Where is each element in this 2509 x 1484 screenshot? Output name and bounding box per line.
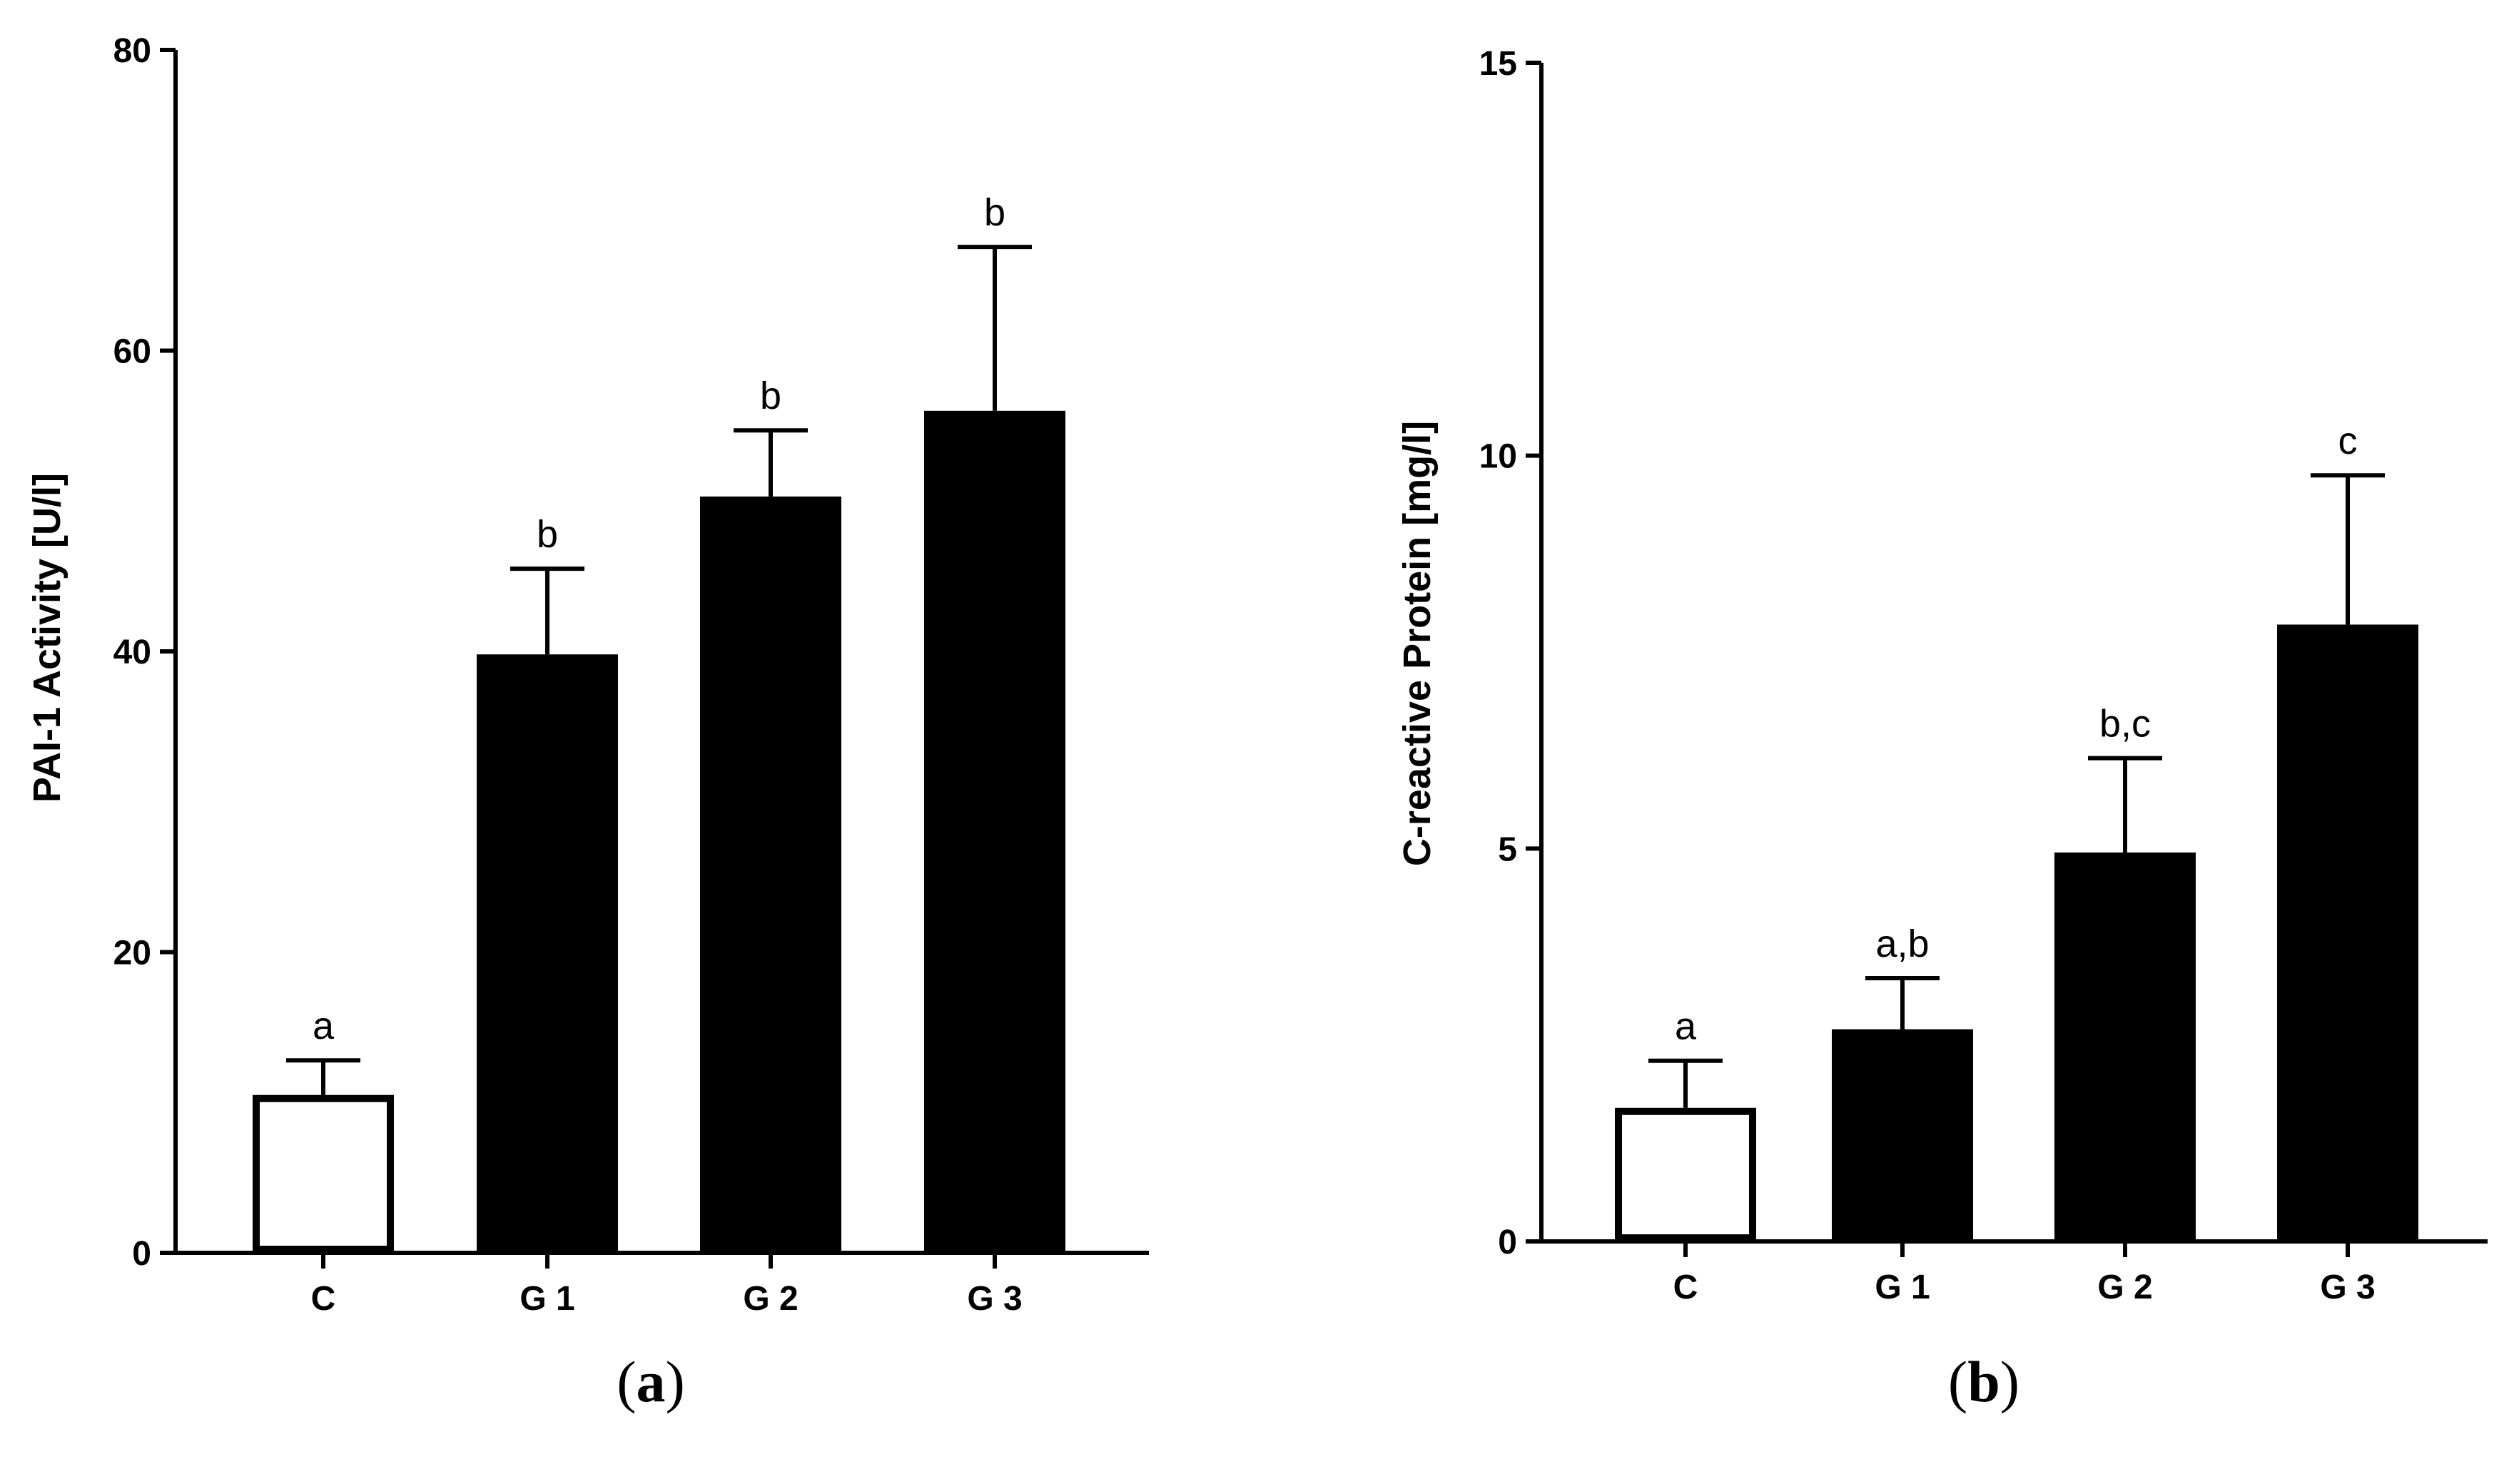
y-axis-title-b: C-reactive Protein [mg/l] — [1396, 421, 1439, 866]
y-tick-label-b-1: 5 — [1498, 830, 1517, 868]
y-tick-label-a-0: 0 — [132, 1235, 151, 1273]
significance-label-a-1: b — [537, 513, 558, 556]
y-axis-title-a: PAI-1 Activity [U/l] — [26, 473, 69, 803]
y-tick-label-b-3: 15 — [1479, 45, 1517, 83]
chart-marks-a: 0 20 40 60 80 Ca G 1 b G 2 b G 3 b — [113, 32, 1149, 1318]
bar-a-0 — [253, 1094, 394, 1254]
chart-marks-b: 0 5 10 15 Ca G 1 a,b G 2 b,c G 3 c — [1479, 45, 2488, 1306]
x-tick-label-b-2: G 2 — [2097, 1269, 2152, 1306]
significance-label-a-3: b — [984, 191, 1005, 234]
panel-label-a-letter: a — [637, 1349, 666, 1414]
x-tick-label-a-1: G 1 — [519, 1280, 574, 1318]
x-tick-label-a-0: C — [311, 1280, 336, 1318]
y-tick-label-b-0: 0 — [1498, 1224, 1517, 1261]
bar-b-3 — [2277, 624, 2418, 1241]
bar-b-1 — [1832, 1029, 1973, 1241]
y-tick-label-b-2: 10 — [1479, 438, 1517, 476]
bar-b-2 — [2054, 852, 2196, 1241]
bar-a-3 — [924, 410, 1065, 1253]
y-tick-label-a-3: 60 — [113, 333, 151, 371]
y-tick-label-a-2: 40 — [113, 634, 151, 671]
panel-label-a: (a) — [617, 1349, 685, 1414]
panel-label-b: (b) — [1948, 1349, 2019, 1414]
y-tick-label-a-4: 80 — [113, 32, 151, 70]
bar-a-2 — [700, 496, 841, 1253]
significance-label-b-1: a,b — [1875, 923, 1929, 965]
chart-panel-a: PAI-1 Activity [U/l] 0 20 40 60 80 Ca G 1 b G 2 b… — [26, 32, 1149, 1414]
x-tick-label-b-1: G 1 — [1875, 1269, 1930, 1306]
x-tick-label-b-0: C — [1673, 1269, 1698, 1306]
x-tick-label-b-3: G 3 — [2320, 1269, 2375, 1306]
bar-b-0 — [1615, 1107, 1756, 1241]
significance-label-b-3: c — [2338, 420, 2358, 462]
significance-label-b-2: b,c — [2099, 703, 2151, 746]
bar-a-1 — [477, 654, 618, 1253]
significance-label-a-0: a — [313, 1005, 335, 1047]
y-tick-label-a-1: 20 — [113, 935, 151, 972]
panel-label-b-letter: b — [1967, 1349, 2000, 1414]
x-tick-label-a-2: G 2 — [743, 1280, 798, 1318]
significance-label-b-0: a — [1675, 1005, 1697, 1048]
chart-panel-b: C-reactive Protein [mg/l] 0 5 10 15 Ca G 1 a,b… — [1396, 45, 2488, 1414]
x-tick-label-a-3: G 3 — [967, 1280, 1022, 1318]
significance-label-a-2: b — [760, 375, 781, 417]
